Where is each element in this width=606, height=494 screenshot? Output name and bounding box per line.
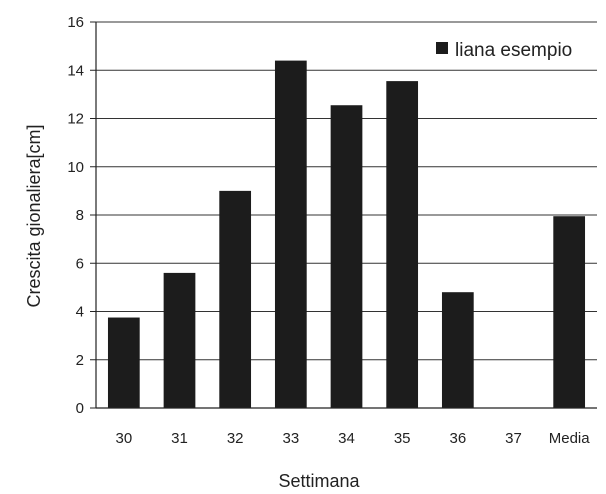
y-tick-label: 10 <box>67 159 84 176</box>
bar-36 <box>441 292 474 408</box>
y-tick-label: 2 <box>76 352 84 369</box>
x-tick-label: 32 <box>227 430 244 447</box>
bar-media <box>553 216 586 408</box>
x-axis-label: Settimana <box>278 471 360 491</box>
x-tick-label: 33 <box>282 430 299 447</box>
x-tick-label: 34 <box>338 430 355 447</box>
x-tick-label: 36 <box>449 430 466 447</box>
x-tick-label: 37 <box>505 430 522 447</box>
y-tick-label: 14 <box>67 62 84 79</box>
bar-32 <box>219 190 252 408</box>
y-tick-label: 16 <box>67 14 84 31</box>
y-tick-label: 8 <box>76 207 84 224</box>
x-tick-label: 35 <box>394 430 411 447</box>
y-axis-label: Crescita gionaliera[cm] <box>24 124 44 307</box>
bar-35 <box>386 81 419 408</box>
bar-30 <box>107 317 140 408</box>
axes <box>90 21 597 409</box>
x-tick-label: Media <box>549 430 591 447</box>
bar-31 <box>163 272 196 408</box>
legend-label: liana esempio <box>455 40 572 61</box>
y-tick-label: 12 <box>67 111 84 128</box>
x-tick-label: 30 <box>115 430 132 447</box>
bars <box>107 60 586 408</box>
y-tick-label: 6 <box>76 255 84 272</box>
y-tick-label: 4 <box>76 304 84 321</box>
bar-33 <box>274 60 307 408</box>
y-tick-labels: 0 2 4 6 8 10 12 14 16 <box>67 14 84 417</box>
x-tick-labels: 30 31 32 33 34 35 36 37 Media <box>115 430 590 447</box>
bar-34 <box>330 105 363 408</box>
y-tick-label: 0 <box>76 400 84 417</box>
legend: liana esempio <box>436 40 572 61</box>
x-tick-label: 31 <box>171 430 188 447</box>
legend-swatch <box>436 42 448 54</box>
